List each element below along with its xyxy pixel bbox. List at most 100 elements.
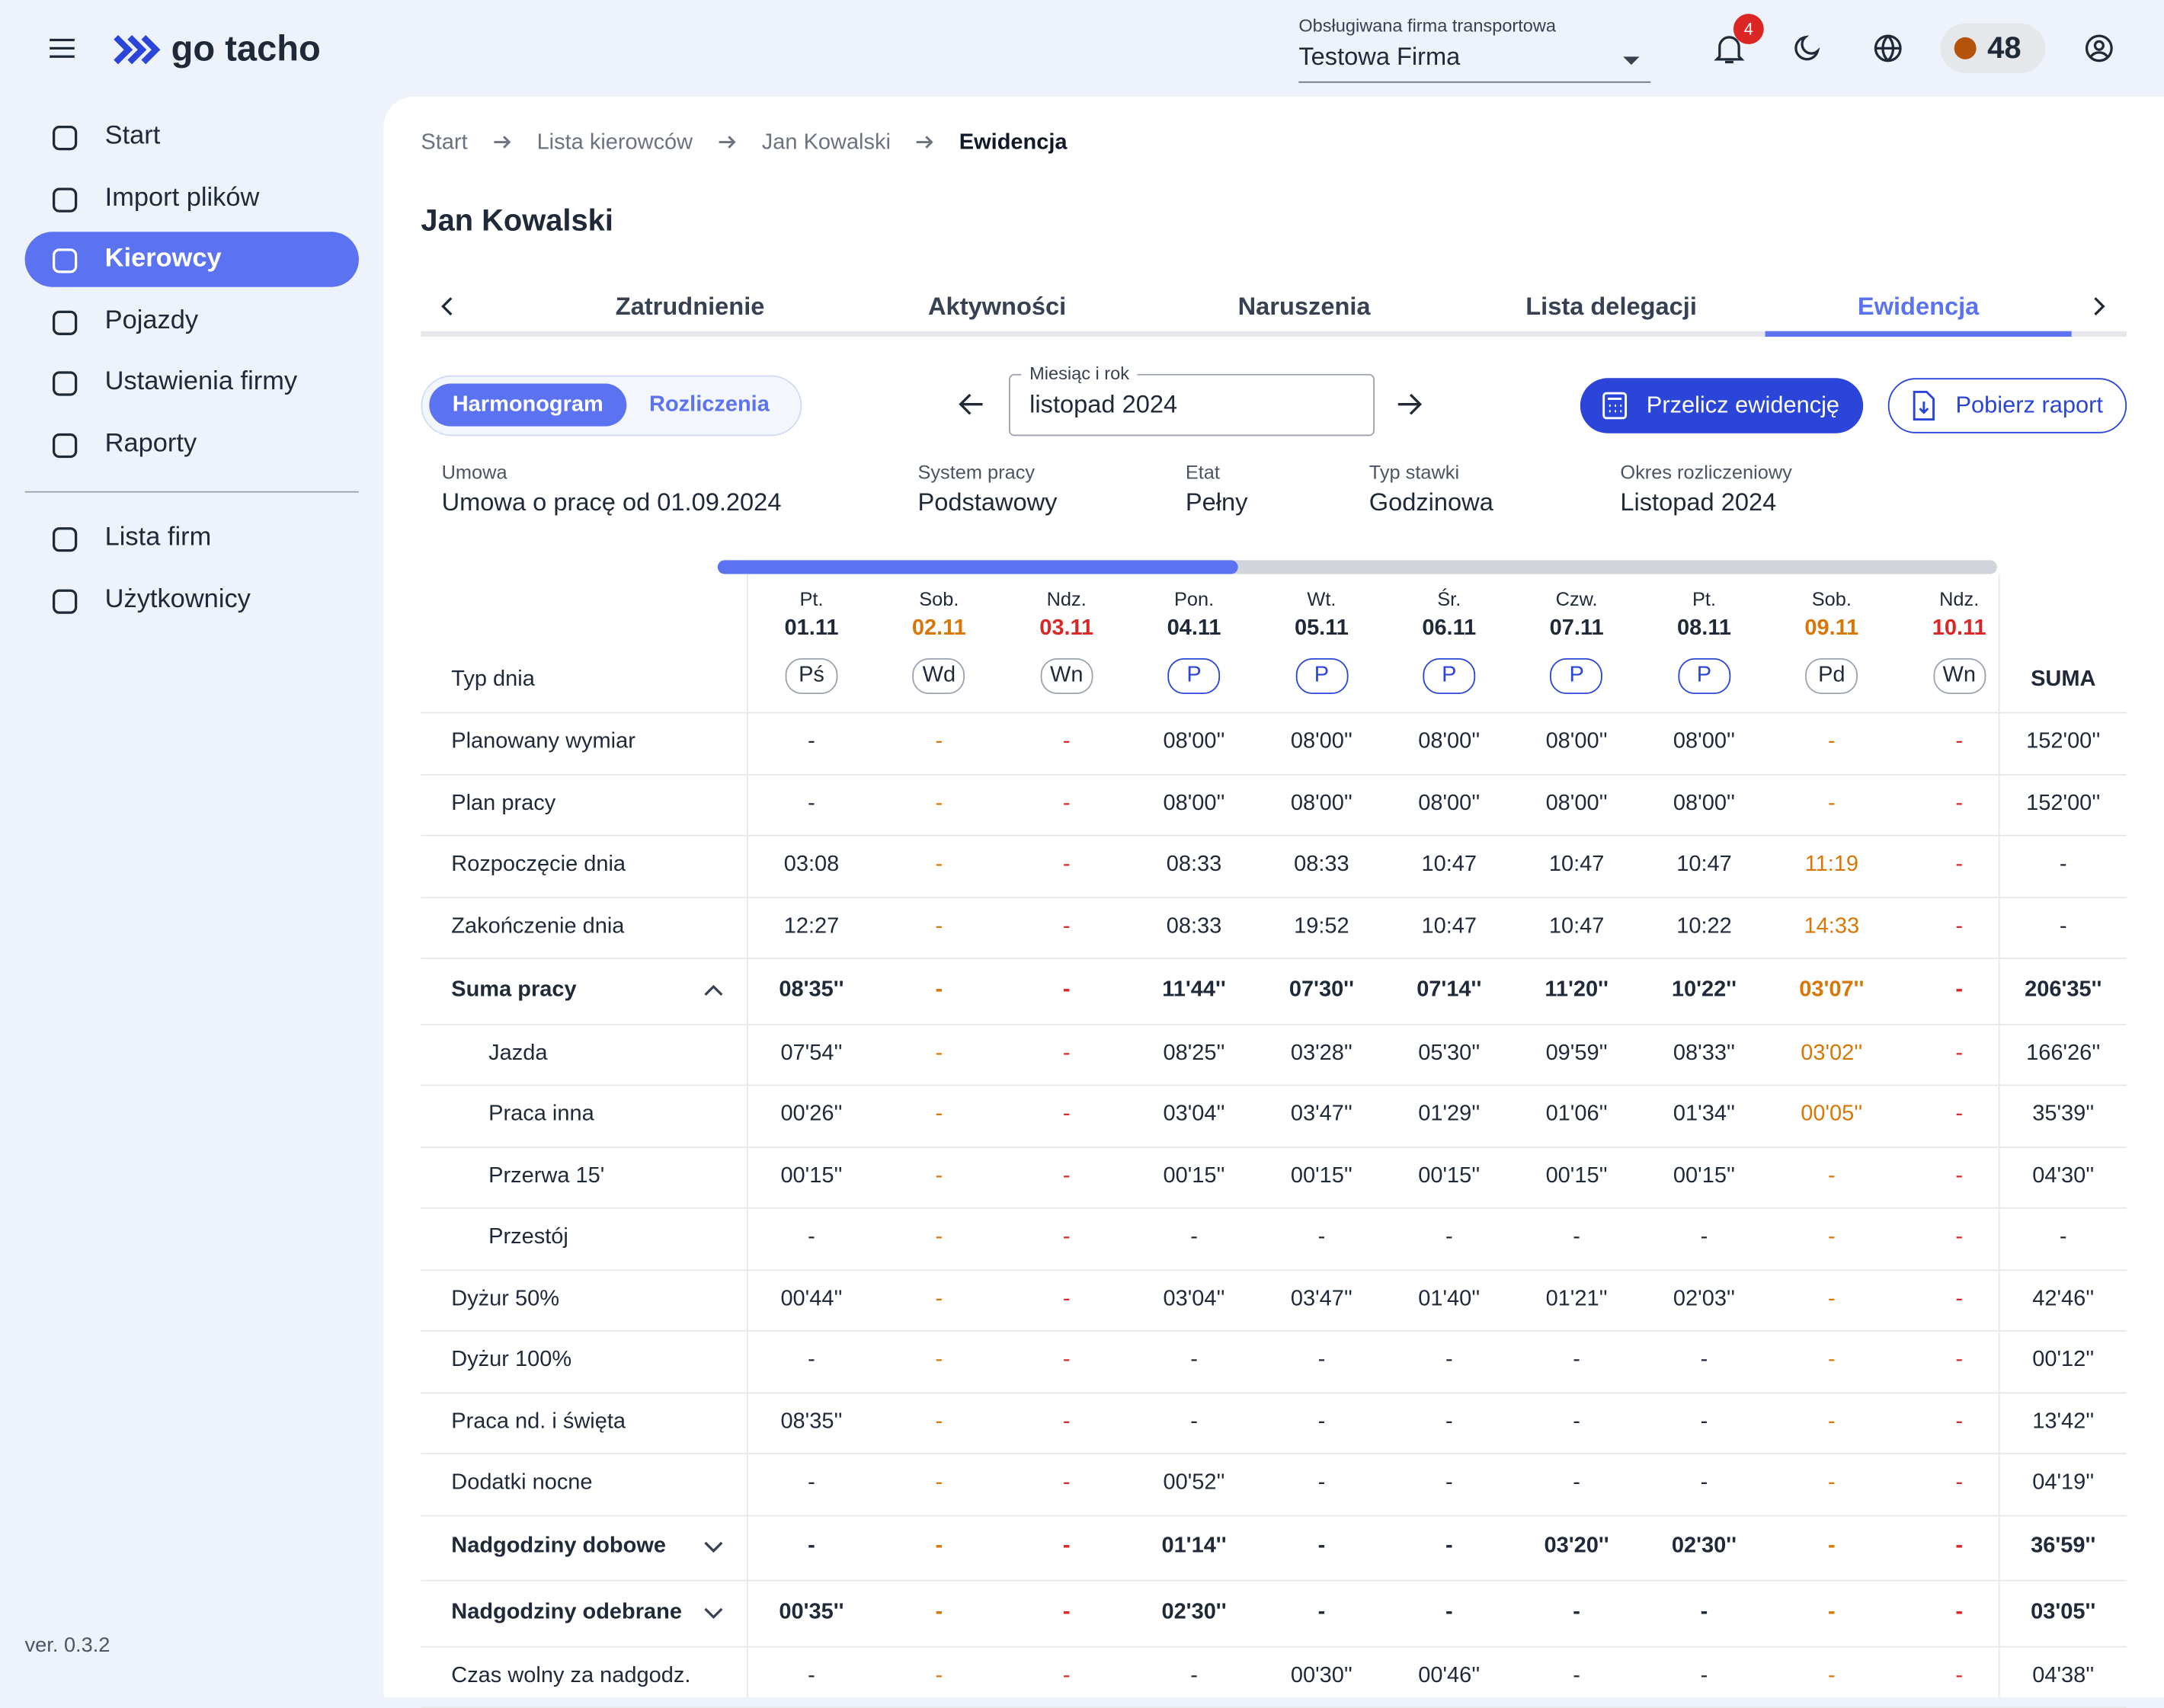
cell: 10'22''	[1671, 977, 1737, 1002]
row-label: Czas wolny za nadgodz.	[451, 1663, 691, 1687]
nav-item[interactable]: Pojazdy	[25, 293, 359, 348]
column-divider	[1998, 574, 2000, 1697]
cell: 14:33	[1804, 914, 1860, 939]
cell: -	[935, 852, 943, 877]
sum-header: SUMA	[2031, 667, 2096, 692]
cell: -	[1062, 792, 1071, 815]
scroll-thumb[interactable]	[717, 560, 1238, 574]
cell: -	[1062, 1102, 1071, 1127]
cell: 01'06''	[1545, 1102, 1608, 1127]
cell: -	[1700, 1225, 1708, 1249]
cell: 03:08	[783, 852, 840, 877]
breadcrumb-item[interactable]: Start	[421, 131, 468, 155]
month-prev[interactable]	[958, 392, 985, 417]
tab[interactable]: Aktywności	[928, 292, 1067, 321]
cell: -	[808, 1225, 815, 1249]
report-button[interactable]: Pobierz raport	[1887, 378, 2127, 433]
tabs-next[interactable]	[2091, 296, 2108, 318]
coins[interactable]: 48	[1940, 23, 2046, 73]
company-select[interactable]: Testowa Firma	[1298, 43, 1651, 83]
nav-item[interactable]: Kierowcy	[24, 232, 359, 287]
cell: -	[1317, 1534, 1326, 1559]
cell: 03'47''	[1290, 1287, 1352, 1311]
cell: -	[1827, 730, 1836, 754]
info-value: Pełny	[1185, 488, 1248, 517]
chevron	[704, 984, 723, 996]
account[interactable]	[2084, 33, 2114, 63]
nav-item[interactable]: Import plików	[25, 171, 359, 225]
cell: 00'15''	[1545, 1164, 1608, 1188]
theme-toggle[interactable]	[1793, 33, 1823, 63]
nav-label: Ustawienia firmy	[104, 366, 298, 396]
row-line	[421, 834, 2127, 836]
menu-button[interactable]	[47, 36, 78, 61]
cell: -	[1062, 1287, 1071, 1311]
toggle-option[interactable]: Rozliczenia	[649, 393, 770, 417]
cell: -	[1827, 792, 1836, 815]
scrollbar[interactable]	[717, 560, 1997, 574]
tab[interactable]: Naruszenia	[1237, 292, 1371, 321]
download-icon	[1913, 390, 1935, 421]
weekday: Ndz.	[1939, 587, 1980, 610]
nav-item[interactable]: Użytkownicy	[25, 572, 359, 627]
row-toggle[interactable]	[704, 1537, 723, 1563]
day-type: P	[1167, 657, 1221, 695]
row-line	[421, 1453, 2127, 1455]
cell: 08'00''	[1418, 730, 1481, 754]
tab[interactable]: Zatrudnienie	[615, 292, 765, 321]
nav-label: Kierowcy	[104, 244, 222, 273]
day-type: Wd	[912, 657, 965, 695]
cell: 10:47	[1421, 852, 1477, 877]
nav-item[interactable]: Lista firm	[25, 510, 359, 565]
cell: -	[1573, 1600, 1580, 1624]
row-toggle[interactable]	[704, 1603, 723, 1629]
nav-icon	[53, 432, 78, 458]
cell: 08'00''	[1290, 730, 1352, 754]
date: 10.11	[1932, 616, 1986, 641]
date: 03.11	[1039, 616, 1094, 641]
sum-cell: 152'00''	[2026, 730, 2101, 754]
month-next[interactable]	[1395, 392, 1423, 417]
cell: 02'30''	[1671, 1534, 1737, 1559]
row-line	[421, 1146, 2127, 1148]
cell: -	[1062, 1164, 1071, 1188]
date: 07.11	[1549, 616, 1604, 641]
cell: -	[808, 1348, 815, 1372]
row-toggle[interactable]	[704, 980, 723, 1006]
row-label: Praca nd. i święta	[451, 1409, 626, 1434]
cell: 08'33''	[1673, 1041, 1736, 1065]
recalculate-button[interactable]: Przelicz ewidencję	[1580, 378, 1864, 433]
toggle-option[interactable]: Harmonogram	[429, 383, 627, 427]
cell: 07'54''	[780, 1041, 843, 1065]
breadcrumb-item[interactable]: Lista kierowców	[536, 131, 693, 155]
sum-cell: 166'26''	[2026, 1041, 2101, 1065]
version: ver. 0.3.2	[24, 1633, 110, 1658]
date: 08.11	[1677, 616, 1731, 641]
notifications[interactable]	[1714, 33, 1745, 66]
sidebar-divider	[24, 491, 359, 493]
nav-item[interactable]: Ustawienia firmy	[25, 354, 359, 409]
cell: 08:33	[1166, 852, 1222, 877]
tab[interactable]: Lista delegacji	[1525, 292, 1697, 321]
cell: -	[935, 1409, 943, 1434]
cell: 03'07''	[1799, 977, 1865, 1002]
cell: 00'15''	[1163, 1164, 1225, 1188]
month-field[interactable]	[1009, 373, 1375, 437]
cell: -	[935, 1164, 943, 1188]
row-label: Nadgodziny odebrane	[451, 1600, 682, 1624]
breadcrumb-item[interactable]: Jan Kowalski	[761, 131, 891, 155]
nav-item[interactable]: Raporty	[25, 416, 359, 471]
nav-item[interactable]: Start	[25, 109, 359, 164]
nav-icon	[53, 588, 78, 613]
cell: -	[1573, 1471, 1580, 1495]
language[interactable]	[1873, 33, 1903, 63]
cell: 08'00''	[1545, 792, 1608, 815]
row-line	[421, 1330, 2127, 1332]
cell: 10:47	[1548, 914, 1605, 939]
tabs-prev[interactable]	[439, 296, 456, 318]
nav-label: Start	[104, 121, 161, 151]
tab[interactable]: Ewidencja	[1857, 292, 1980, 321]
cell: 02'30''	[1161, 1600, 1227, 1624]
weekday: Pt.	[799, 587, 824, 610]
day-type: P	[1295, 657, 1348, 695]
